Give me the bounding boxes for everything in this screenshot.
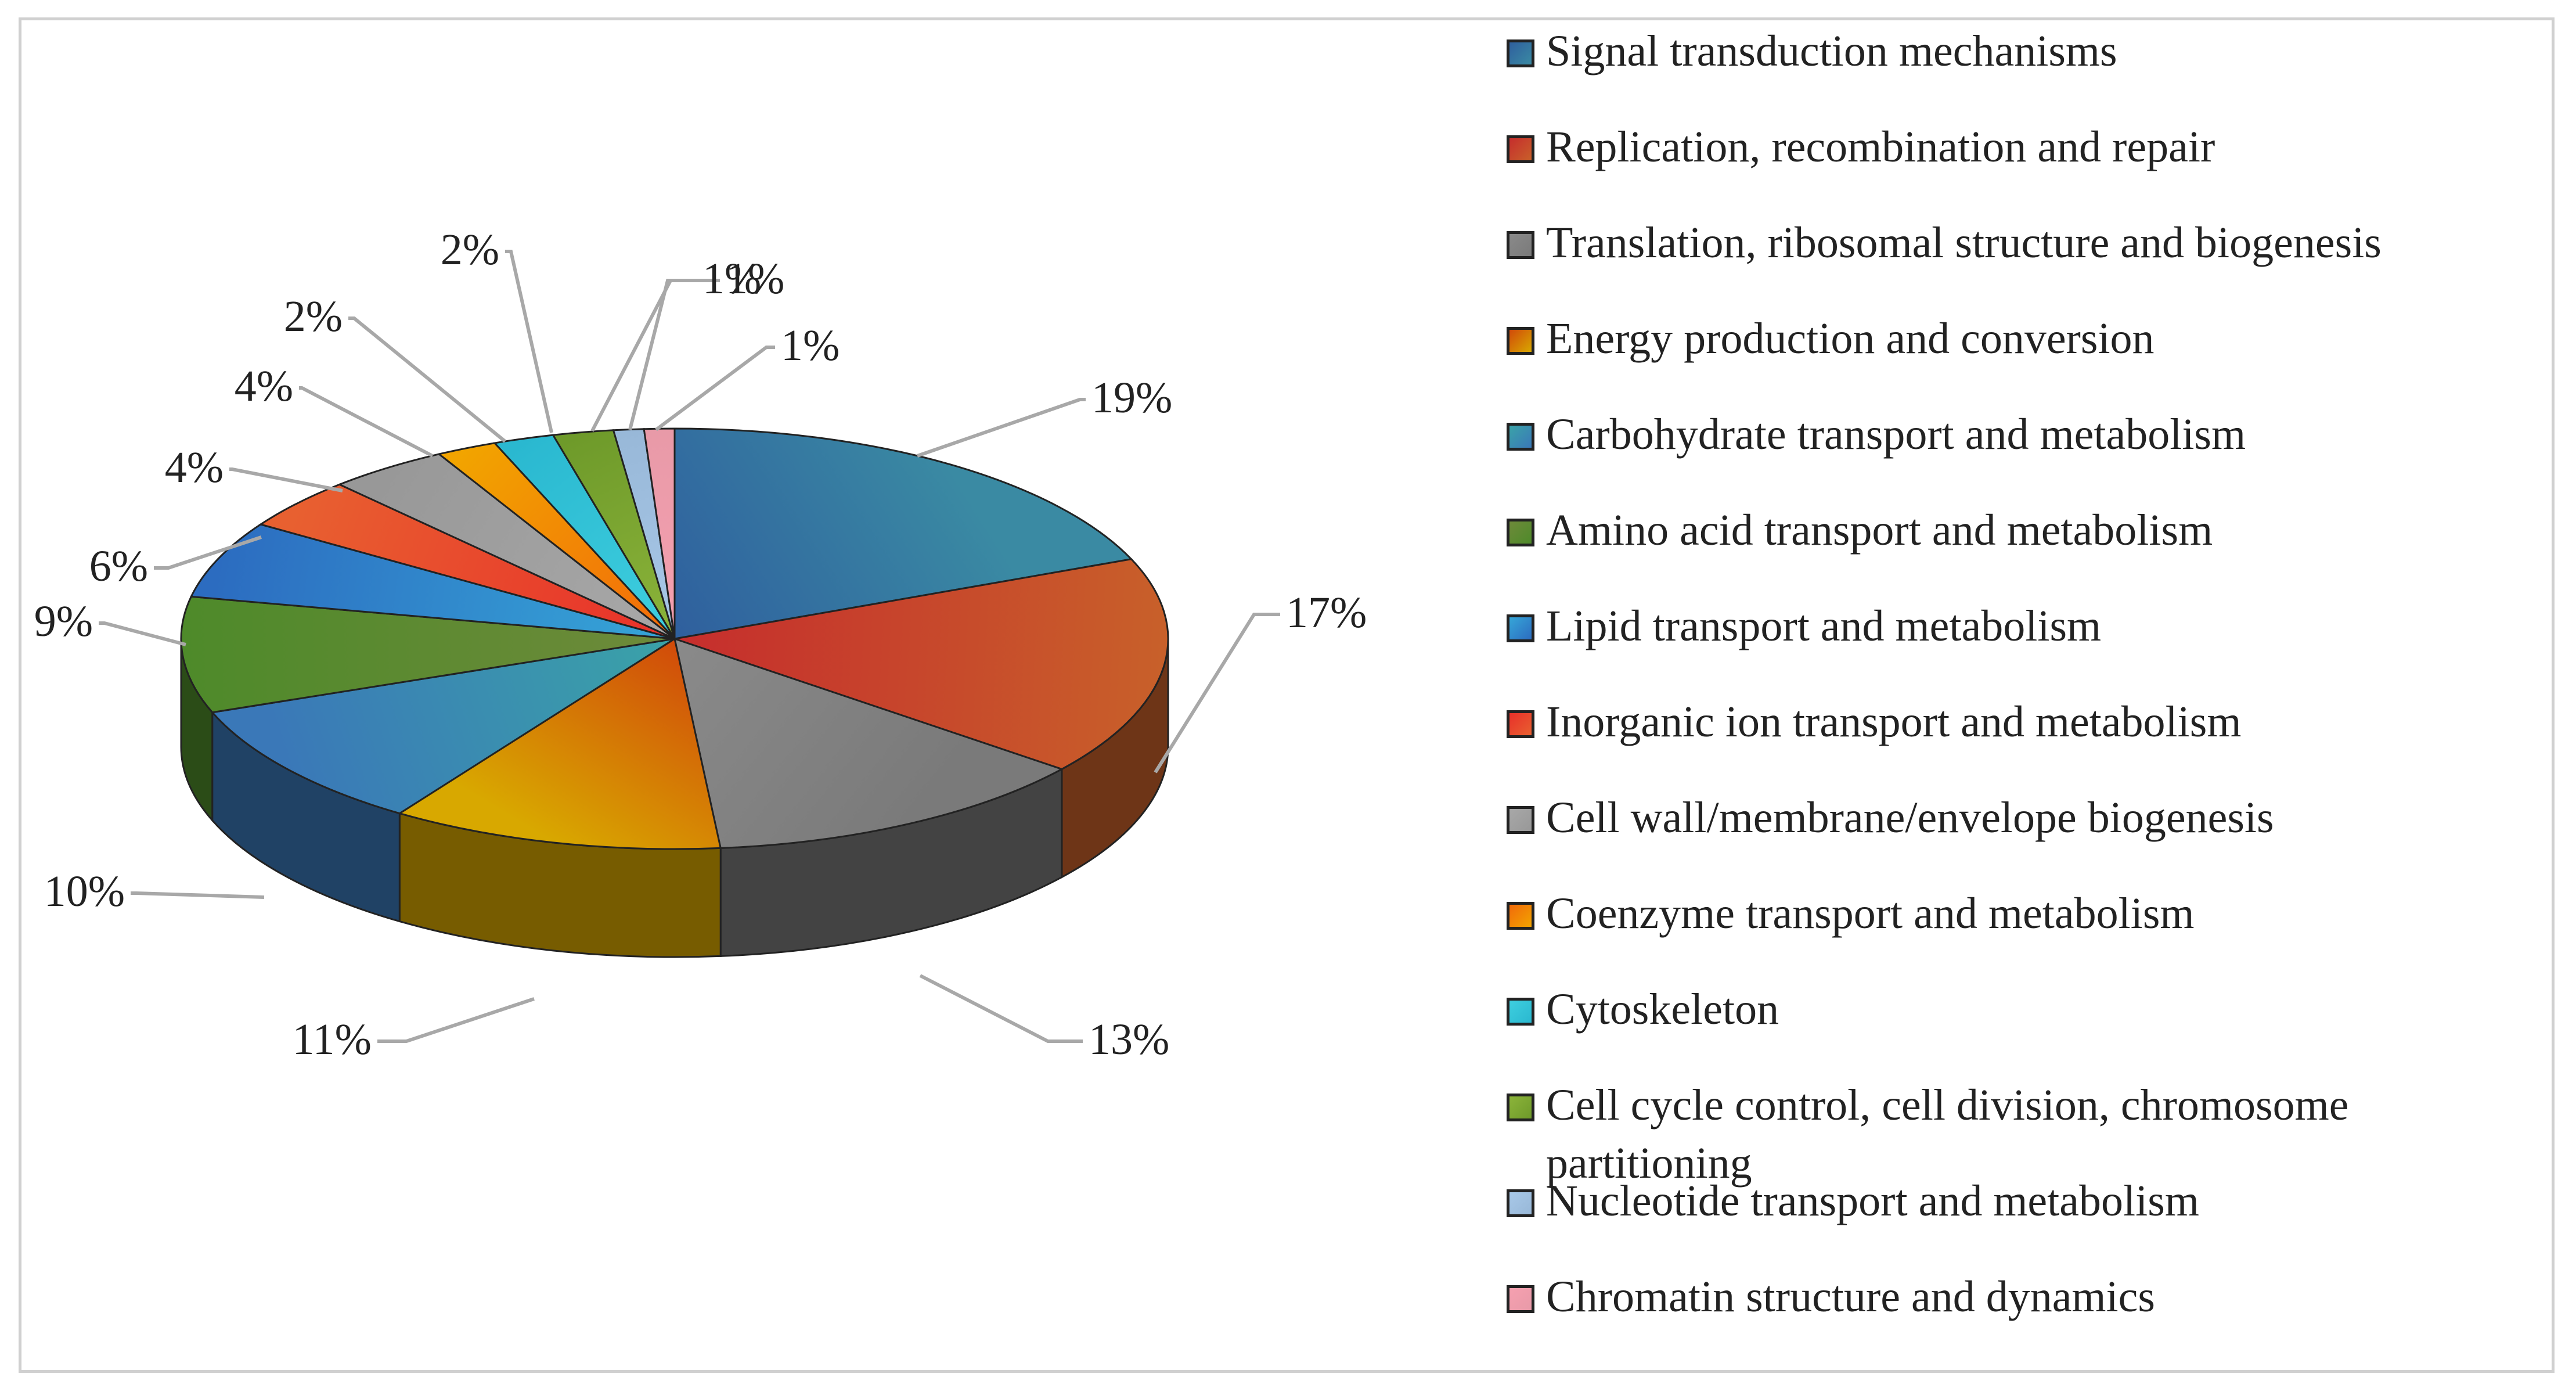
pct-label-6: 6% bbox=[89, 542, 148, 591]
leader-line-7 bbox=[229, 467, 343, 492]
legend-label: Cell wall/membrane/envelope biogenesis bbox=[1546, 793, 2274, 842]
legend-item: Translation, ribosomal structure and bio… bbox=[1507, 214, 2540, 301]
legend-swatch bbox=[1507, 39, 1534, 67]
pie-slice-3 bbox=[397, 637, 722, 850]
legend-item: Signal transduction mechanisms bbox=[1507, 22, 2540, 109]
pie-slice-2 bbox=[673, 637, 1064, 849]
pie-slice-0 bbox=[673, 427, 1133, 640]
legend-item: Lipid transport and metabolism bbox=[1507, 597, 2540, 684]
legend-label: Cell cycle control, cell division, chrom… bbox=[1546, 1081, 2349, 1188]
pct-label-3: 11% bbox=[293, 1015, 372, 1064]
pct-label-13: 1% bbox=[781, 321, 840, 370]
leader-line-13 bbox=[655, 346, 775, 431]
leader-line-11 bbox=[590, 279, 720, 432]
pct-label-4: 10% bbox=[44, 867, 125, 916]
legend-item: Chromatin structure and dynamics bbox=[1507, 1268, 2540, 1355]
legend-swatch bbox=[1507, 806, 1534, 834]
legend-swatch bbox=[1507, 1189, 1534, 1217]
leader-line-8 bbox=[299, 386, 434, 458]
legend-item: Replication, recombination and repair bbox=[1507, 118, 2540, 205]
legend-swatch bbox=[1507, 423, 1534, 451]
legend-label: Replication, recombination and repair bbox=[1546, 123, 2215, 171]
legend-label: Chromatin structure and dynamics bbox=[1546, 1272, 2155, 1321]
legend-swatch bbox=[1507, 231, 1534, 259]
leader-line-10 bbox=[505, 250, 553, 433]
legend-swatch bbox=[1507, 1094, 1534, 1121]
pie-slice-6 bbox=[190, 523, 675, 640]
legend-label: Coenzyme transport and metabolism bbox=[1546, 889, 2195, 938]
leader-line-4 bbox=[131, 891, 265, 899]
leader-line-9 bbox=[348, 316, 506, 443]
pie-slice-8 bbox=[337, 453, 675, 640]
legend-item: Amino acid transport and metabolism bbox=[1507, 501, 2540, 588]
pie-slice-4 bbox=[210, 638, 675, 815]
legend-label: Translation, ribosomal structure and bio… bbox=[1546, 218, 2382, 267]
legend-item: Energy production and conversion bbox=[1507, 310, 2540, 397]
legend-label: Cytoskeleton bbox=[1546, 985, 1779, 1034]
legend-swatch bbox=[1507, 998, 1534, 1026]
pct-label-7: 4% bbox=[165, 443, 224, 492]
legend-swatch bbox=[1507, 902, 1534, 930]
pct-label-12: 1% bbox=[702, 254, 761, 303]
leader-line-5 bbox=[99, 621, 186, 646]
legend-swatch bbox=[1507, 710, 1534, 738]
legend-swatch bbox=[1507, 519, 1534, 546]
legend-item: Nucleotide transport and metabolism bbox=[1507, 1172, 2540, 1259]
pct-label-10: 2% bbox=[441, 225, 499, 274]
legend-label: Lipid transport and metabolism bbox=[1546, 602, 2102, 650]
legend-label: Amino acid transport and metabolism bbox=[1546, 506, 2213, 555]
legend-item: Cell cycle control, cell division, chrom… bbox=[1507, 1076, 2540, 1188]
legend-item: Coenzyme transport and metabolism bbox=[1507, 884, 2540, 972]
legend-swatch bbox=[1507, 327, 1534, 355]
pct-label-0: 19% bbox=[1091, 373, 1172, 422]
pct-label-8: 4% bbox=[235, 362, 293, 411]
pie-slice-1 bbox=[674, 558, 1169, 771]
legend-swatch bbox=[1507, 614, 1534, 642]
legend-label: Nucleotide transport and metabolism bbox=[1546, 1177, 2199, 1225]
legend-item: Inorganic ion transport and metabolism bbox=[1507, 693, 2540, 780]
legend-label: Inorganic ion transport and metabolism bbox=[1546, 697, 2242, 746]
leader-line-12 bbox=[628, 279, 697, 430]
pct-label-2: 13% bbox=[1089, 1015, 1169, 1064]
legend-label: Energy production and conversion bbox=[1546, 314, 2155, 363]
legend-swatch bbox=[1507, 1285, 1534, 1313]
legend-label: Carbohydrate transport and metabolism bbox=[1546, 410, 2246, 459]
leader-line-0 bbox=[917, 398, 1086, 458]
pie-chart: 19%17%13%11%10%9%6%4%4%2%2%1%1%1% bbox=[34, 225, 1367, 1064]
legend-item: Cell wall/membrane/envelope biogenesis bbox=[1507, 789, 2540, 876]
legend-item: Carbohydrate transport and metabolism bbox=[1507, 405, 2540, 492]
leader-line-6 bbox=[154, 535, 262, 570]
pct-label-1: 17% bbox=[1286, 588, 1367, 637]
pct-label-5: 9% bbox=[34, 597, 93, 646]
leader-line-2 bbox=[919, 974, 1083, 1043]
pie-slice-5 bbox=[180, 595, 675, 714]
legend-item: Cytoskeleton bbox=[1507, 980, 2540, 1067]
legend-swatch bbox=[1507, 135, 1534, 163]
pct-labels: 19%17%13%11%10%9%6%4%4%2%2%1%1%1% bbox=[34, 225, 1367, 1064]
pct-label-11: 1% bbox=[726, 254, 784, 303]
pct-label-9: 2% bbox=[284, 292, 343, 341]
leader-line-3 bbox=[377, 997, 535, 1043]
leader-line-1 bbox=[1154, 613, 1280, 774]
pie-slice-7 bbox=[258, 483, 675, 640]
pie-top bbox=[180, 427, 1169, 850]
legend-label: Signal transduction mechanisms bbox=[1546, 27, 2117, 75]
